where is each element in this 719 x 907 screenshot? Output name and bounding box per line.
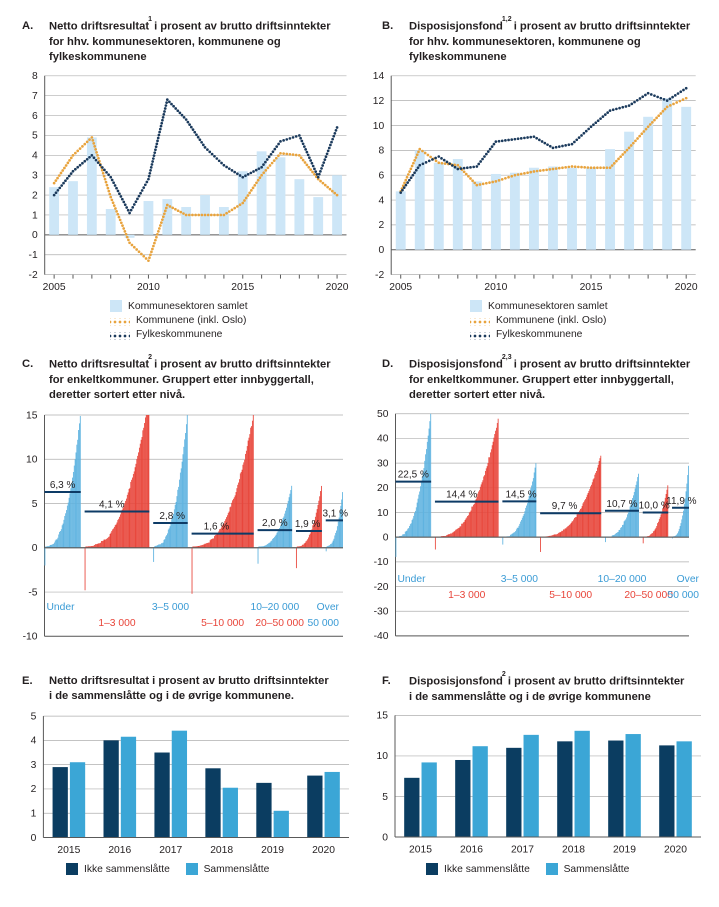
svg-text:0: 0 xyxy=(31,833,37,844)
svg-text:2015: 2015 xyxy=(231,282,254,293)
svg-text:Under: Under xyxy=(398,574,427,585)
svg-text:2020: 2020 xyxy=(326,282,349,293)
svg-text:5: 5 xyxy=(31,711,37,722)
svg-text:50 000: 50 000 xyxy=(308,618,340,629)
svg-text:3–5 000: 3–5 000 xyxy=(501,574,538,585)
svg-text:Under: Under xyxy=(47,602,76,613)
svg-text:-2: -2 xyxy=(29,270,38,281)
svg-text:4,1 %: 4,1 % xyxy=(99,499,125,510)
svg-text:2,8 %: 2,8 % xyxy=(159,511,185,522)
svg-text:20–50 000: 20–50 000 xyxy=(255,618,304,629)
svg-text:1,9 %: 1,9 % xyxy=(295,519,321,530)
svg-text:2020: 2020 xyxy=(675,282,698,293)
svg-text:14: 14 xyxy=(373,71,385,82)
svg-text:2016: 2016 xyxy=(108,845,131,856)
svg-text:1: 1 xyxy=(32,210,38,221)
svg-text:8: 8 xyxy=(32,71,38,82)
svg-text:4: 4 xyxy=(31,736,37,747)
svg-text:1–3 000: 1–3 000 xyxy=(448,590,485,601)
svg-text:2,0 %: 2,0 % xyxy=(262,518,288,529)
svg-text:10: 10 xyxy=(373,121,385,132)
svg-text:9,7 %: 9,7 % xyxy=(552,501,578,512)
svg-text:4: 4 xyxy=(32,151,38,162)
svg-text:20–50 000: 20–50 000 xyxy=(624,590,673,601)
svg-text:20: 20 xyxy=(377,483,389,494)
svg-text:22,5 %: 22,5 % xyxy=(398,470,429,481)
svg-text:2015: 2015 xyxy=(57,845,80,856)
svg-text:-2: -2 xyxy=(375,270,384,281)
svg-text:12: 12 xyxy=(373,96,385,107)
svg-text:0: 0 xyxy=(383,532,389,543)
svg-text:2: 2 xyxy=(378,220,384,231)
svg-text:7: 7 xyxy=(32,91,38,102)
svg-text:2020: 2020 xyxy=(312,845,335,856)
svg-text:10,7 %: 10,7 % xyxy=(606,499,637,510)
svg-text:5: 5 xyxy=(32,499,38,510)
svg-text:10–20 000: 10–20 000 xyxy=(598,574,647,585)
svg-text:5–10 000: 5–10 000 xyxy=(201,618,244,629)
svg-text:2019: 2019 xyxy=(261,845,284,856)
svg-text:50 000: 50 000 xyxy=(668,590,700,601)
svg-text:30: 30 xyxy=(377,458,389,469)
svg-text:2010: 2010 xyxy=(484,282,507,293)
svg-text:5: 5 xyxy=(382,792,388,803)
svg-text:0: 0 xyxy=(32,230,38,241)
svg-text:Over: Over xyxy=(317,602,340,613)
svg-text:2015: 2015 xyxy=(580,282,603,293)
svg-text:-10: -10 xyxy=(23,632,38,643)
svg-text:-1: -1 xyxy=(29,250,38,261)
svg-text:2019: 2019 xyxy=(613,845,636,856)
svg-text:6: 6 xyxy=(32,111,38,122)
svg-text:Over: Over xyxy=(677,574,700,585)
svg-text:0: 0 xyxy=(382,832,388,843)
svg-text:2020: 2020 xyxy=(664,845,687,856)
svg-text:0: 0 xyxy=(32,543,38,554)
svg-text:0: 0 xyxy=(378,245,384,256)
svg-text:2005: 2005 xyxy=(43,282,66,293)
svg-text:10–20 000: 10–20 000 xyxy=(251,602,300,613)
svg-text:6: 6 xyxy=(378,171,384,182)
svg-text:10: 10 xyxy=(377,508,389,519)
svg-text:2015: 2015 xyxy=(409,845,432,856)
svg-text:2018: 2018 xyxy=(562,845,585,856)
svg-text:-30: -30 xyxy=(374,607,389,618)
svg-text:4: 4 xyxy=(378,195,384,206)
svg-text:-20: -20 xyxy=(374,582,389,593)
svg-text:2: 2 xyxy=(32,190,38,201)
svg-text:15: 15 xyxy=(377,711,389,722)
svg-text:14,5 %: 14,5 % xyxy=(505,489,536,500)
svg-text:2005: 2005 xyxy=(389,282,412,293)
svg-text:-10: -10 xyxy=(374,557,389,568)
svg-text:1,6 %: 1,6 % xyxy=(204,522,230,533)
svg-text:1–3 000: 1–3 000 xyxy=(98,618,135,629)
svg-text:5: 5 xyxy=(32,131,38,142)
svg-text:3: 3 xyxy=(32,171,38,182)
svg-text:10: 10 xyxy=(377,751,389,762)
svg-text:11,9 %: 11,9 % xyxy=(666,496,696,507)
svg-text:50: 50 xyxy=(377,409,389,420)
svg-text:3: 3 xyxy=(31,760,37,771)
svg-text:8: 8 xyxy=(378,146,384,157)
svg-text:-5: -5 xyxy=(28,587,37,598)
svg-text:14,4 %: 14,4 % xyxy=(446,490,477,501)
svg-text:-40: -40 xyxy=(374,631,389,642)
svg-text:3,1 %: 3,1 % xyxy=(322,508,348,519)
svg-text:6,3 %: 6,3 % xyxy=(50,480,76,491)
svg-text:2010: 2010 xyxy=(137,282,160,293)
svg-text:2: 2 xyxy=(31,784,37,795)
svg-text:1: 1 xyxy=(31,809,37,820)
svg-text:15: 15 xyxy=(26,410,38,421)
svg-text:40: 40 xyxy=(377,434,389,445)
svg-text:2017: 2017 xyxy=(159,845,182,856)
svg-text:3–5 000: 3–5 000 xyxy=(152,602,189,613)
svg-text:2016: 2016 xyxy=(460,845,483,856)
svg-text:2018: 2018 xyxy=(210,845,233,856)
svg-text:5–10 000: 5–10 000 xyxy=(549,590,592,601)
svg-text:10: 10 xyxy=(26,455,38,466)
svg-text:2017: 2017 xyxy=(511,845,534,856)
